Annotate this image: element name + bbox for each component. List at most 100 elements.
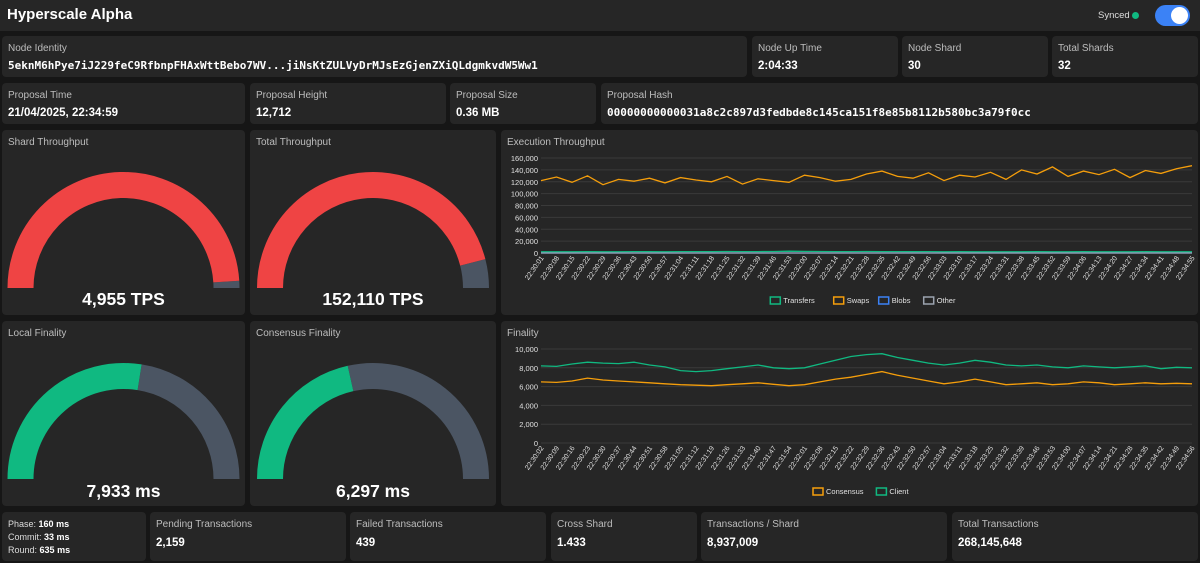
- y-tick-label: 20,000: [515, 237, 538, 246]
- failed-transactions-value: 439: [356, 537, 376, 549]
- sync-toggle[interactable]: [1155, 5, 1190, 26]
- shard-throughput-card: Shard Throughput 4,955 TPS: [2, 130, 245, 315]
- card-label: Shard Throughput: [8, 137, 89, 148]
- gauge-fill: [7, 363, 142, 480]
- y-tick-label: 6,000: [519, 383, 538, 392]
- legend-label[interactable]: Other: [937, 296, 956, 305]
- card-label: Proposal Height: [256, 90, 328, 101]
- legend-label[interactable]: Consensus: [826, 487, 864, 496]
- proposal-time-card: Proposal Time 21/04/2025, 22:34:59: [2, 83, 245, 124]
- node-uptime-card: Node Up Time 2:04:33: [752, 36, 898, 77]
- sync-status-label: Synced: [1098, 10, 1130, 21]
- series-line-transfers: [541, 250, 1192, 253]
- local-finality-value: 7,933 ms: [86, 481, 161, 501]
- cross-shard-card: Cross Shard 1.433: [551, 512, 697, 561]
- transactions-per-shard-value: 8,937,009: [707, 537, 759, 549]
- total-transactions-value: 268,145,648: [958, 537, 1022, 549]
- total-shards-card: Total Shards 32: [1052, 36, 1198, 77]
- execution-throughput-chart: 0 20,000 40,000 60,000 80,000 100,000 120,000 1…: [511, 154, 1197, 305]
- toggle-knob: [1171, 7, 1188, 24]
- card-label: Node Identity: [8, 43, 67, 54]
- node-shard-card: Node Shard 30: [902, 36, 1048, 77]
- y-tick-label: 2,000: [519, 420, 538, 429]
- shard-throughput-value: 4,955 TPS: [82, 289, 165, 309]
- proposal-time-value: 21/04/2025, 22:34:59: [8, 107, 118, 119]
- gauge-track: [460, 259, 489, 289]
- pending-transactions-card: Pending Transactions 2,159: [150, 512, 346, 561]
- series-line-client: [540, 353, 1193, 373]
- failed-transactions-card: Failed Transactions 439: [350, 512, 546, 561]
- y-tick-label: 0: [534, 249, 538, 258]
- card-label: Failed Transactions: [356, 519, 443, 530]
- card-label: Total Transactions: [958, 519, 1039, 530]
- total-shards-value: 32: [1058, 60, 1071, 72]
- y-tick-label: 80,000: [515, 202, 538, 211]
- node-uptime-value: 2:04:33: [758, 60, 798, 72]
- proposal-size-card: Proposal Size 0.36 MB: [450, 83, 596, 124]
- app-header: Hyperscale Alpha Synced: [0, 0, 1200, 31]
- shard-throughput-gauge: [7, 172, 240, 289]
- local-finality-card: Local Finality 7,933 ms: [2, 321, 245, 506]
- y-tick-label: 10,000: [515, 345, 538, 354]
- y-tick-label: 0: [534, 439, 538, 448]
- card-label: Proposal Size: [456, 90, 518, 101]
- node-identity-value: 5eknM6hPye7iJ229feC9RfbnpFHAxWttBebo7WV.…: [8, 59, 538, 72]
- cross-shard-value: 1.433: [557, 537, 586, 549]
- card-label: Pending Transactions: [156, 519, 253, 530]
- consensus-finality-gauge: [257, 363, 489, 480]
- gauge-track: [137, 364, 240, 480]
- legend-label[interactable]: Swaps: [847, 296, 870, 305]
- series-line-swaps: [540, 165, 1193, 186]
- chart-title: Finality: [507, 328, 539, 339]
- chart-title: Execution Throughput: [507, 137, 605, 148]
- legend-swatch[interactable]: [922, 296, 935, 305]
- y-tick-label: 4,000: [519, 401, 538, 410]
- proposal-hash-value: 00000000000031a8c2c897d3fedbde8c145ca151…: [607, 106, 1031, 119]
- gauge-fill: [7, 172, 240, 289]
- node-shard-value: 30: [908, 60, 921, 72]
- local-finality-gauge: [7, 363, 240, 480]
- finality-chart: 02,0004,0006,0008,00010,00022:30:0222:30…: [515, 345, 1197, 496]
- legend-swatch[interactable]: [769, 296, 782, 305]
- execution-throughput-card: Execution Throughput 0 20,000 40,000 60,000…: [501, 130, 1198, 315]
- y-tick-label: 60,000: [515, 213, 538, 222]
- transactions-per-shard-card: Transactions / Shard 8,937,009: [701, 512, 947, 561]
- legend-label[interactable]: Blobs: [892, 296, 911, 305]
- proposal-height-card: Proposal Height 12,712: [250, 83, 446, 124]
- phase-value: 160 ms: [38, 519, 70, 529]
- consensus-finality-card: Consensus Finality 6,297 ms: [250, 321, 496, 506]
- total-throughput-gauge: [257, 172, 489, 289]
- commit-label: Commit:: [8, 532, 42, 542]
- total-throughput-value: 152,110 TPS: [322, 289, 424, 309]
- phase-label: Phase:: [8, 519, 37, 529]
- round-label: Round:: [8, 545, 38, 555]
- consensus-finality-value: 6,297 ms: [336, 481, 410, 501]
- phase-timing-card: Phase: 160 ms Commit: 33 ms Round: 635 m…: [2, 512, 146, 561]
- gauge-fill: [257, 172, 486, 289]
- card-label: Total Shards: [1058, 43, 1114, 54]
- y-tick-label: 120,000: [511, 178, 538, 187]
- card-label: Total Throughput: [256, 137, 331, 148]
- y-tick-label: 100,000: [511, 190, 538, 199]
- round-line: Round: 635 ms: [8, 545, 70, 555]
- y-tick-label: 8,000: [519, 364, 538, 373]
- legend-swatch[interactable]: [832, 296, 845, 305]
- legend-swatch[interactable]: [812, 487, 824, 496]
- finality-card: Finality 0 2,000 4,000 6,000 8,000 10,000 22:3…: [501, 321, 1198, 506]
- y-tick-label: 160,000: [511, 154, 538, 163]
- phase-line: Phase: 160 ms: [8, 519, 69, 529]
- card-label: Cross Shard: [557, 519, 613, 530]
- y-tick-label: 40,000: [515, 225, 538, 234]
- node-identity-card: Node Identity 5eknM6hPye7iJ229feC9RfbnpF…: [2, 36, 747, 77]
- card-label: Consensus Finality: [256, 328, 341, 339]
- proposal-height-value: 12,712: [256, 107, 292, 119]
- proposal-size-value: 0.36 MB: [456, 107, 500, 119]
- legend-swatch[interactable]: [875, 487, 888, 496]
- legend-label[interactable]: Transfers: [783, 296, 815, 305]
- legend-swatch[interactable]: [877, 296, 890, 305]
- total-throughput-card: Total Throughput 152,110 TPS: [250, 130, 496, 315]
- y-tick-label: 140,000: [511, 166, 538, 175]
- gauge-track: [347, 363, 489, 480]
- commit-line: Commit: 33 ms: [8, 532, 70, 542]
- legend-label[interactable]: Client: [889, 487, 909, 496]
